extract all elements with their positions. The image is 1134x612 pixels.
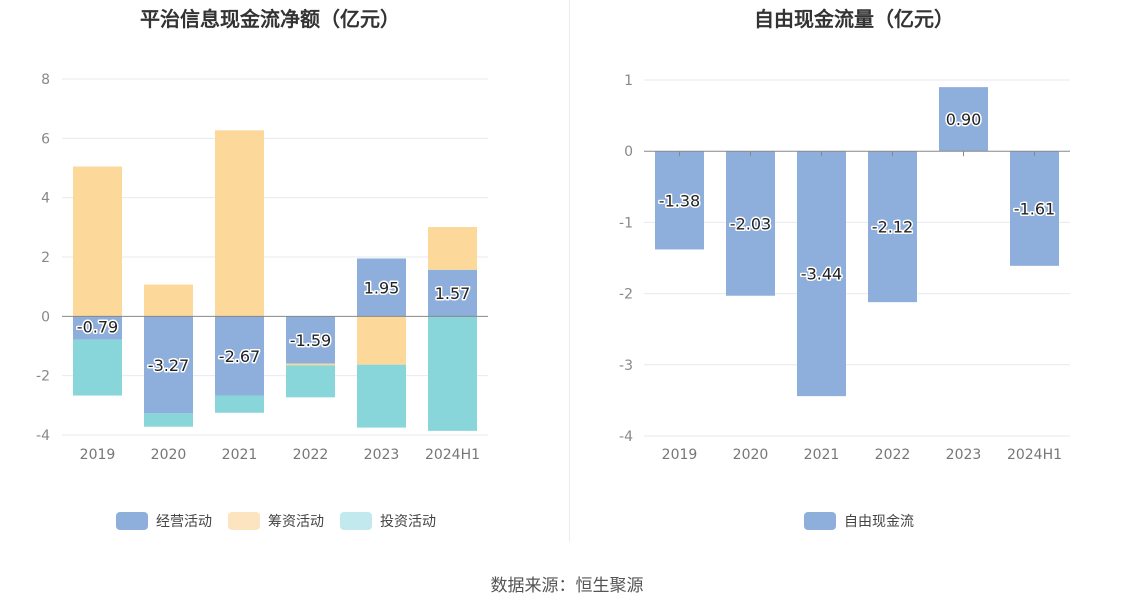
free-cash-flow-chart: 自由现金流量（亿元） 1 0 -1 -2 -3 -4 2019 2020 2021 2022 2023… bbox=[619, 7, 1070, 530]
y-tick-label: -2 bbox=[619, 287, 633, 303]
y-tick-label: -4 bbox=[619, 429, 633, 445]
cash-flow-net-chart: 平治信息现金流净额（亿元） 8 6 4 2 0 -2 -4 2019 2020 2021 2022 20… bbox=[36, 7, 488, 530]
data-label: -3.44 bbox=[801, 265, 842, 284]
bar-筹资活动 bbox=[286, 363, 335, 366]
bar-经营活动 bbox=[144, 316, 193, 414]
y-tick-label: 1 bbox=[624, 73, 633, 89]
x-tick-label: 2021 bbox=[804, 447, 840, 463]
legend-label: 自由现金流 bbox=[844, 514, 914, 530]
bar-投资活动 bbox=[215, 395, 264, 413]
y-tick-label: 8 bbox=[41, 72, 50, 88]
x-tick-label: 2019 bbox=[662, 447, 698, 463]
data-label: 0.90 bbox=[946, 110, 982, 129]
data-label: -2.03 bbox=[730, 214, 771, 233]
x-tick-label: 2020 bbox=[733, 447, 769, 463]
bar-自由现金流 bbox=[1010, 151, 1059, 266]
bar-经营活动 bbox=[286, 316, 335, 364]
y-tick-label: 6 bbox=[41, 131, 50, 147]
data-label: -1.38 bbox=[659, 191, 700, 210]
bar-经营活动 bbox=[357, 258, 406, 317]
bar-筹资活动 bbox=[144, 284, 193, 317]
x-tick-label: 2023 bbox=[364, 447, 400, 463]
x-tick-label: 2024H1 bbox=[1007, 447, 1062, 463]
data-label: 1.57 bbox=[435, 284, 471, 303]
chart-title: 平治信息现金流净额（亿元） bbox=[140, 7, 400, 31]
y-tick-label: 0 bbox=[41, 309, 50, 325]
bar-投资活动 bbox=[73, 339, 122, 396]
bar-筹资活动 bbox=[428, 227, 477, 270]
bar-经营活动 bbox=[215, 316, 264, 396]
data-label: 1.95 bbox=[364, 278, 400, 297]
bar-自由现金流 bbox=[726, 151, 775, 296]
legend-label: 投资活动 bbox=[380, 514, 436, 530]
bar-自由现金流 bbox=[797, 151, 846, 397]
legend-swatch bbox=[340, 512, 372, 530]
data-source-label: 数据来源：恒生聚源 bbox=[490, 576, 644, 596]
bar-筹资活动 bbox=[215, 130, 264, 317]
data-label: -1.61 bbox=[1014, 200, 1055, 219]
bar-投资活动 bbox=[428, 316, 477, 431]
data-label: -3.27 bbox=[148, 356, 189, 375]
data-label: -2.67 bbox=[219, 347, 260, 366]
legend-label: 筹资活动 bbox=[268, 513, 324, 530]
y-tick-label: -3 bbox=[619, 358, 633, 374]
legend-swatch bbox=[804, 512, 836, 530]
data-label: -1.59 bbox=[290, 331, 331, 350]
data-label: -2.12 bbox=[872, 218, 913, 237]
bar-投资活动 bbox=[286, 365, 335, 398]
legend-label: 经营活动 bbox=[156, 514, 212, 530]
x-tick-label: 2022 bbox=[293, 447, 329, 463]
bar-投资活动 bbox=[357, 364, 406, 428]
bar-投资活动 bbox=[144, 413, 193, 427]
bar-自由现金流 bbox=[939, 87, 988, 152]
bar-经营活动 bbox=[73, 316, 122, 340]
x-tick-label: 2021 bbox=[222, 447, 258, 463]
x-tick-label: 2024H1 bbox=[425, 447, 480, 463]
y-tick-label: 2 bbox=[41, 250, 50, 266]
y-tick-label: -2 bbox=[36, 369, 50, 385]
x-tick-label: 2019 bbox=[80, 447, 116, 463]
bar-筹资活动 bbox=[357, 316, 406, 365]
y-tick-label: -4 bbox=[36, 428, 50, 444]
y-tick-label: 4 bbox=[41, 191, 50, 207]
x-tick-label: 2022 bbox=[875, 447, 911, 463]
y-tick-label: -1 bbox=[619, 215, 633, 231]
bar-自由现金流 bbox=[868, 151, 917, 303]
data-label: -0.79 bbox=[77, 317, 118, 336]
y-tick-label: 0 bbox=[624, 144, 633, 160]
legend-swatch bbox=[116, 512, 148, 530]
legend-swatch bbox=[228, 512, 260, 530]
bar-经营活动 bbox=[428, 269, 477, 317]
chart-title: 自由现金流量（亿元） bbox=[754, 7, 954, 31]
panel-divider bbox=[569, 0, 570, 542]
bar-自由现金流 bbox=[655, 151, 704, 250]
bar-筹资活动 bbox=[73, 166, 122, 317]
x-tick-label: 2023 bbox=[946, 447, 982, 463]
x-tick-label: 2020 bbox=[151, 447, 187, 463]
